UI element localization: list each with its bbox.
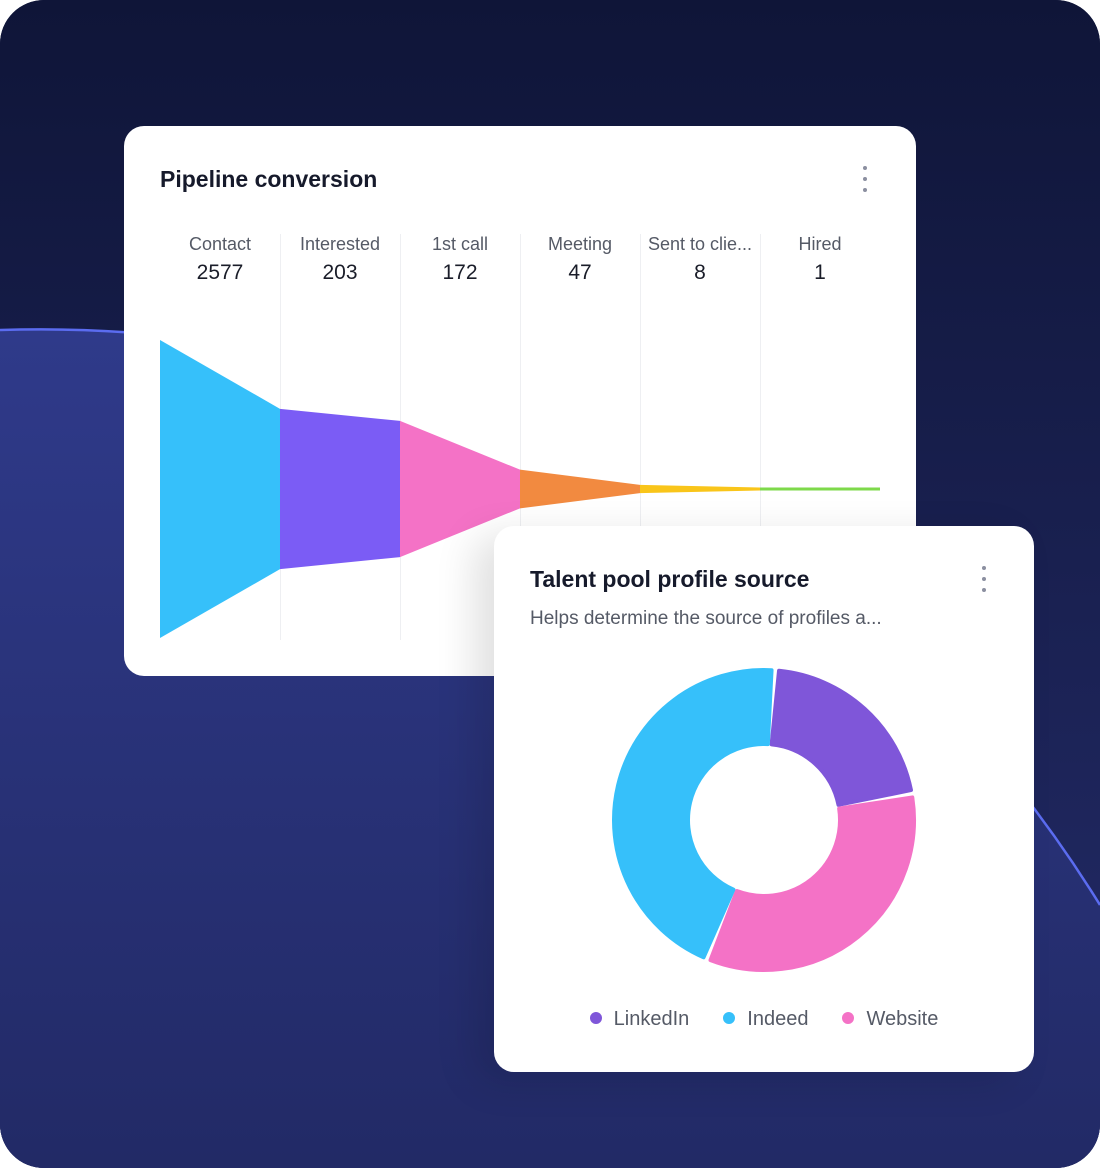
legend-dot-icon [589,1012,602,1024]
funnel-stage: Interested 203 [280,234,400,285]
stage-value: 203 [322,261,358,284]
funnel-chart [160,340,880,638]
funnel-stage: Sent to clie... 8 [640,234,760,285]
funnel-segment-1st-call [400,420,520,558]
column-divider [520,234,521,640]
stage-value: 2577 [196,261,244,284]
funnel-stage: Meeting 47 [520,234,640,285]
card-title: Pipeline conversion [160,166,378,192]
funnel-stage: Contact 2577 [160,234,280,285]
funnel-segment-hired [760,487,880,491]
kebab-icon[interactable] [979,566,989,592]
stage-label: Sent to clie... [647,234,753,254]
legend-item-indeed[interactable]: Indeed [723,1008,808,1031]
stage-value: 172 [442,261,478,284]
stage-label: Meeting [547,234,613,254]
funnel-segment-meeting [520,469,640,509]
card-subtitle: Helps determine the source of profiles a… [530,608,882,629]
legend-dot-icon [723,1012,736,1024]
legend-item-website[interactable]: Website [842,1008,938,1031]
stage-value: 8 [694,261,706,284]
stage-label: Contact [188,234,252,254]
funnel-segment-interested [280,408,400,570]
donut-slice-website[interactable] [708,795,916,972]
legend-item-linkedin[interactable]: LinkedIn [589,1008,690,1031]
donut-chart [612,668,916,972]
legend: LinkedIn Indeed Website [494,1008,1034,1031]
funnel-stage: Hired 1 [760,234,880,285]
funnel-stage: 1st call 172 [400,234,520,285]
funnel-segment-contact [160,340,280,638]
legend-label: LinkedIn [613,1008,690,1030]
legend-label: Indeed [747,1008,809,1030]
card-title: Talent pool profile source [530,566,810,592]
stage-label: Interested [299,234,381,254]
legend-label: Website [866,1008,939,1030]
column-divider [640,234,641,640]
column-divider [760,234,761,640]
stage-label: 1st call [431,234,489,254]
funnel-segment-sent-to-clie- [640,484,760,494]
stage-label: Hired [798,234,842,254]
donut-slice-linkedin[interactable] [769,668,913,807]
stage-value: 1 [814,261,826,284]
kebab-icon[interactable] [860,166,870,192]
donut-slice-indeed[interactable] [612,668,774,960]
legend-dot-icon [842,1012,855,1024]
stage-value: 47 [568,261,592,284]
talent-pool-card: Talent pool profile source Helps determi… [494,526,1034,1072]
